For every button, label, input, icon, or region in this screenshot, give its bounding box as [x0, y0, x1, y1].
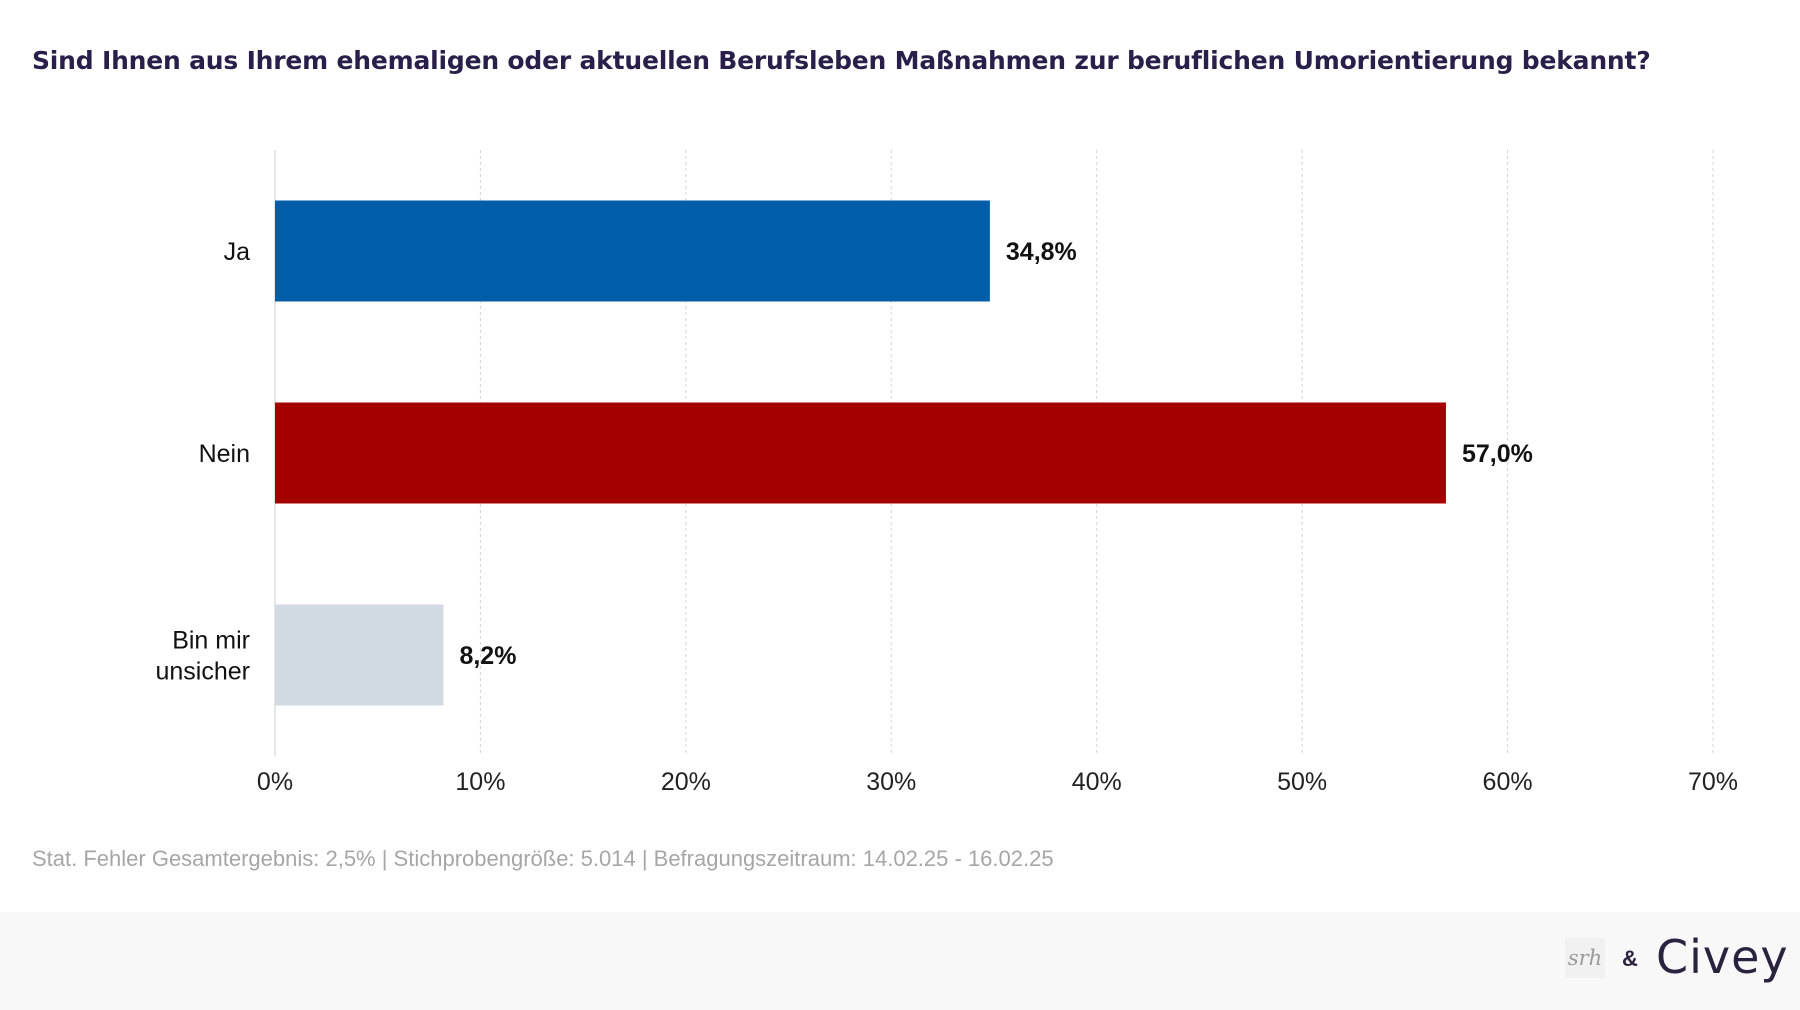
- bar: [275, 604, 444, 706]
- bar: [275, 200, 990, 302]
- x-tick-label: 40%: [1072, 768, 1122, 796]
- bar: [275, 402, 1446, 504]
- x-tick-label: 30%: [866, 768, 916, 796]
- footnote: Stat. Fehler Gesamtergebnis: 2,5% | Stic…: [32, 846, 1054, 871]
- data-label: 57,0%: [1462, 440, 1533, 468]
- x-tick-label: 50%: [1277, 768, 1327, 796]
- data-label: 8,2%: [459, 642, 516, 670]
- x-tick-label: 70%: [1688, 768, 1738, 796]
- x-tick-label: 10%: [455, 768, 505, 796]
- srh-logo: srh: [1565, 938, 1605, 978]
- category-label: Nein: [199, 440, 250, 468]
- x-tick-label: 60%: [1483, 768, 1533, 796]
- data-label: 34,8%: [1006, 238, 1077, 266]
- civey-logo: Civey: [1656, 930, 1789, 984]
- bar-chart: 0% 10% 20% 30% 40% 50% 60% 70% 34,8% Ja 57,0% Nein 8…: [156, 150, 1738, 796]
- x-tick-label: 0%: [257, 768, 293, 796]
- footer-bar: [0, 912, 1800, 1010]
- category-label: Bin mir unsicher: [156, 627, 251, 686]
- x-tick-label: 20%: [661, 768, 711, 796]
- category-label: Ja: [224, 238, 251, 266]
- chart-title: Sind Ihnen aus Ihrem ehemaligen oder akt…: [32, 46, 1651, 75]
- ampersand: &: [1622, 946, 1638, 971]
